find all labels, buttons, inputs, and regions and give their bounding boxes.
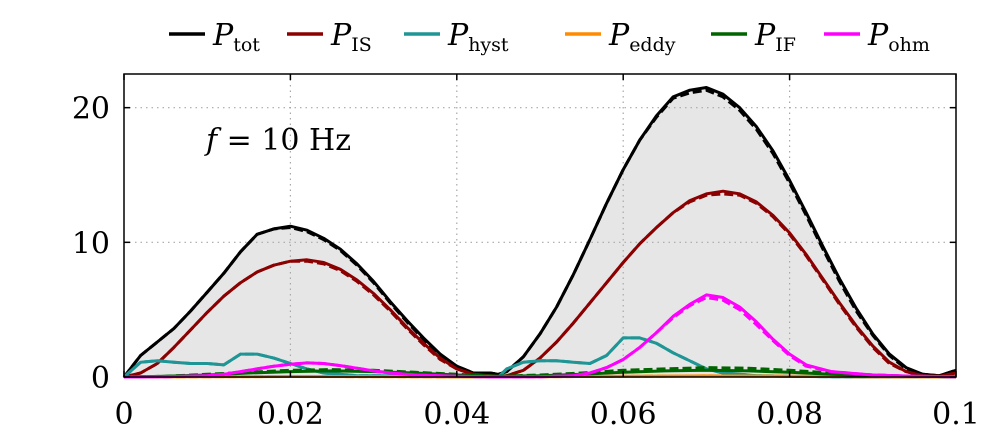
legend-subscript-ohm: ohm	[888, 34, 930, 56]
legend-entry-ohm: Pohm	[824, 18, 930, 56]
y-tick-label-1: 10	[72, 226, 110, 261]
y-axis-tick-labels: 0 10 20	[72, 92, 110, 396]
legend-subscript-hyst: hyst	[468, 34, 509, 56]
x-tick-label-2: 0.04	[423, 397, 490, 432]
legend-symbol-hyst: P	[447, 18, 469, 53]
x-tick-label-3: 0.06	[590, 397, 657, 432]
series-layer	[122, 86, 957, 379]
legend-entry-tot: Ptot	[169, 18, 260, 56]
x-tick-label-1: 0.02	[257, 397, 324, 432]
grid-lines	[124, 74, 956, 377]
series-line-dashed-tot	[122, 88, 957, 378]
legend-subscript-IS: IS	[351, 34, 372, 56]
legend-label-eddy: Peddy	[608, 18, 676, 56]
x-tick-label-4: 0.08	[756, 397, 823, 432]
legend-label-hyst: Physt	[447, 18, 509, 56]
series-line-dashed-IS	[123, 192, 957, 379]
legend-label-IS: PIS	[330, 18, 372, 56]
legend: Ptot PIS Physt Peddy PIF Pohm	[169, 18, 930, 56]
x-tick-label-0: 0	[114, 397, 133, 432]
x-tick-label-5: 0.1	[932, 397, 980, 432]
series-line-dashed-IF	[123, 366, 957, 379]
legend-entry-IF: PIF	[711, 18, 796, 56]
series-line-dashed-ohm	[123, 296, 957, 379]
legend-label-tot: Ptot	[212, 18, 260, 56]
x-axis-tick-labels: 0 0.02 0.04 0.06 0.08 0.1	[114, 397, 979, 432]
legend-symbol-eddy: P	[608, 18, 630, 53]
y-tick-label-0: 0	[91, 361, 110, 396]
legend-subscript-IF: IF	[775, 34, 796, 56]
legend-entry-IS: PIS	[287, 18, 372, 56]
plot-frame	[123, 73, 957, 378]
legend-symbol-tot: P	[212, 18, 234, 53]
legend-label-IF: PIF	[754, 18, 796, 56]
plot-area	[122, 73, 957, 379]
legend-entry-hyst: Physt	[404, 18, 509, 56]
total-power-shaded-area	[124, 87, 956, 377]
legend-symbol-IF: P	[754, 18, 776, 53]
legend-subscript-tot: tot	[233, 34, 260, 56]
legend-symbol-IS: P	[330, 18, 352, 53]
y-tick-label-2: 20	[72, 92, 110, 127]
legend-label-ohm: Pohm	[867, 18, 930, 56]
axis-ticks	[123, 74, 957, 378]
legend-symbol-ohm: P	[867, 18, 889, 53]
frequency-annotation-text: = 10 Hz	[217, 123, 351, 158]
legend-subscript-eddy: eddy	[629, 34, 676, 56]
series-line-dashed-hyst	[123, 336, 956, 379]
legend-entry-eddy: Peddy	[565, 18, 676, 56]
frequency-annotation: f = 10 Hz	[204, 123, 351, 158]
